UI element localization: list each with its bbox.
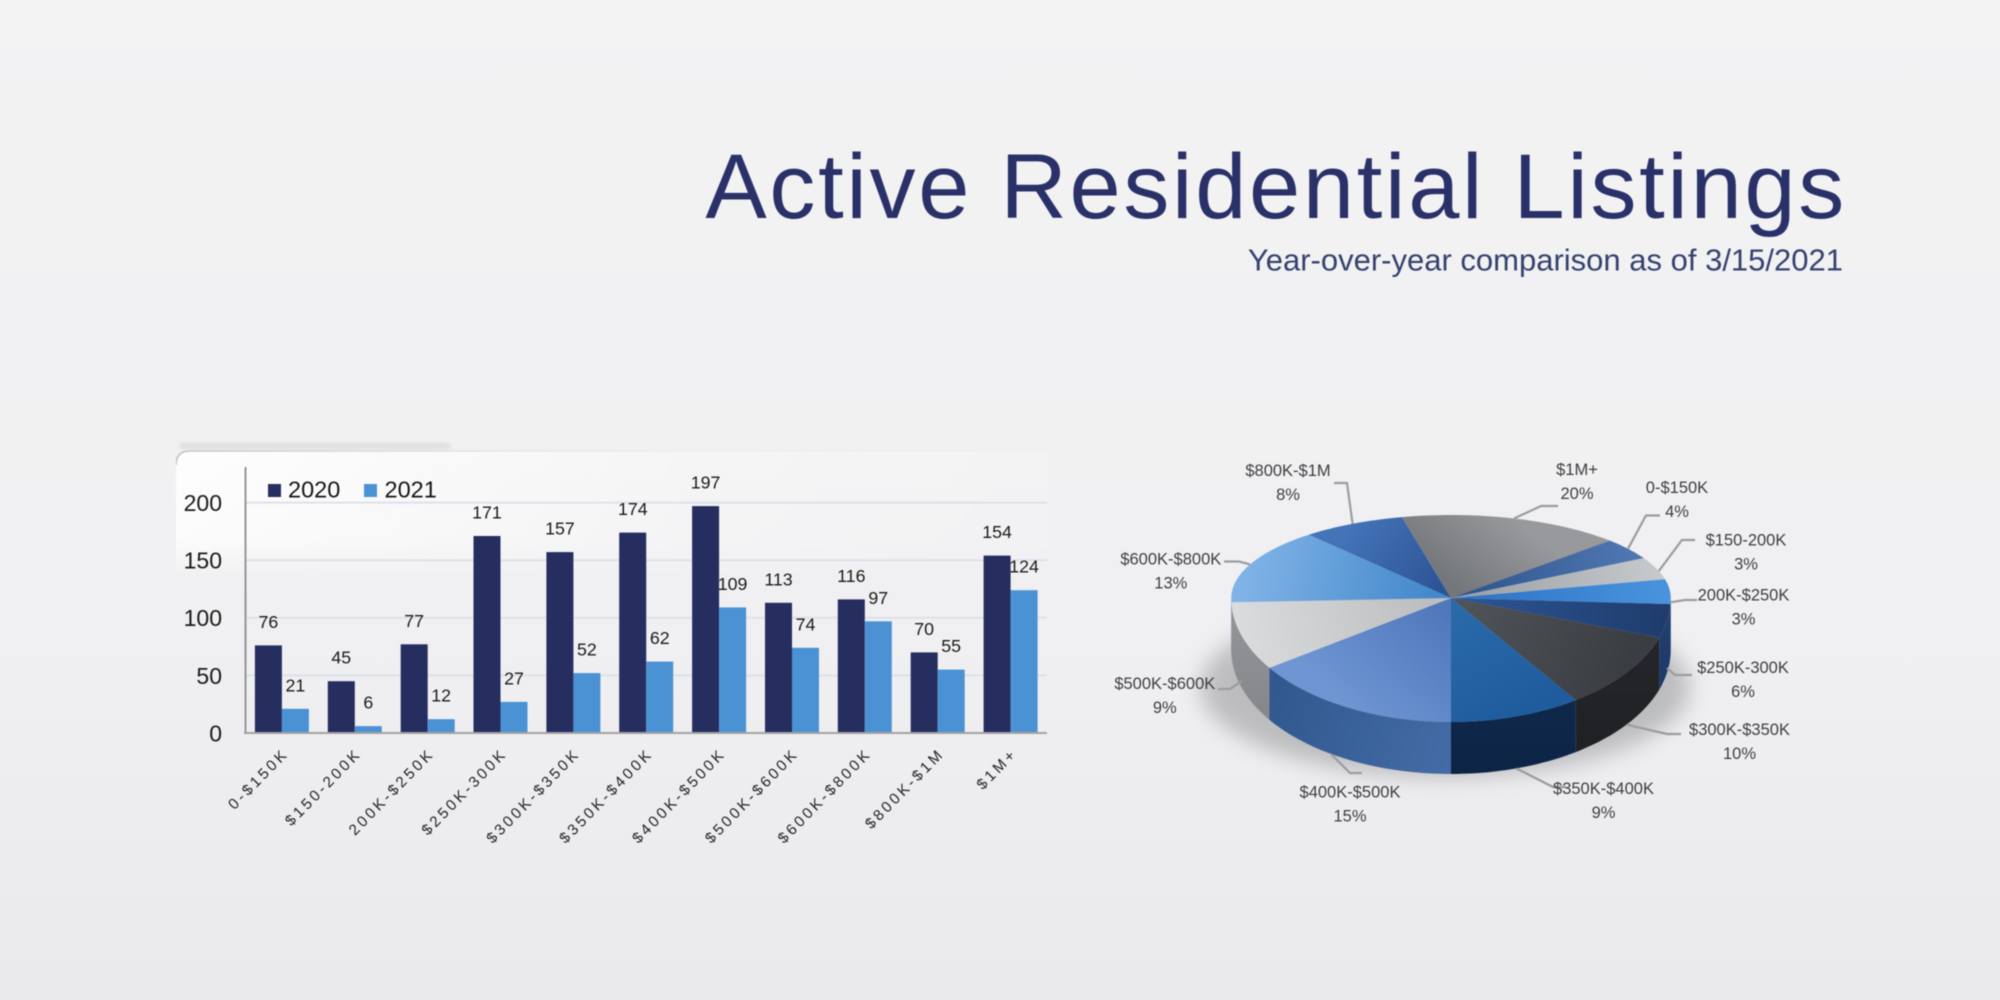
svg-text:$350K-$400K: $350K-$400K [1553, 780, 1654, 798]
svg-text:27: 27 [504, 668, 524, 688]
svg-text:$250K-300K: $250K-300K [1697, 659, 1789, 677]
svg-text:$1M+: $1M+ [1556, 461, 1598, 479]
svg-text:116: 116 [837, 566, 865, 586]
svg-text:$150-200K: $150-200K [1706, 532, 1787, 550]
svg-text:197: 197 [691, 473, 721, 493]
svg-text:154: 154 [982, 522, 1012, 542]
svg-text:12: 12 [431, 686, 451, 706]
svg-text:52: 52 [577, 640, 597, 660]
svg-text:74: 74 [796, 614, 816, 634]
svg-text:9%: 9% [1153, 699, 1177, 717]
svg-text:200K-$250K: 200K-$250K [1698, 587, 1790, 605]
svg-text:50: 50 [196, 663, 222, 689]
svg-text:3%: 3% [1732, 611, 1756, 629]
svg-text:9%: 9% [1592, 804, 1616, 822]
svg-text:55: 55 [941, 636, 961, 656]
svg-text:76: 76 [259, 612, 279, 632]
svg-text:174: 174 [618, 499, 648, 519]
svg-text:150: 150 [184, 548, 222, 574]
svg-text:45: 45 [331, 648, 351, 668]
svg-text:3%: 3% [1734, 556, 1758, 574]
svg-text:2021: 2021 [385, 477, 437, 503]
svg-text:13%: 13% [1154, 575, 1187, 593]
svg-text:124: 124 [1009, 557, 1039, 577]
svg-text:97: 97 [868, 588, 888, 608]
svg-text:0-$150K: 0-$150K [1646, 479, 1708, 497]
svg-text:157: 157 [545, 519, 575, 539]
svg-text:Year-over-year comparison as o: Year-over-year comparison as of 3/15/202… [1248, 243, 1843, 278]
svg-text:$400K-$500K: $400K-$500K [1300, 784, 1401, 802]
svg-text:8%: 8% [1276, 486, 1300, 504]
svg-text:200: 200 [184, 490, 222, 516]
svg-text:20%: 20% [1560, 485, 1593, 503]
svg-text:0: 0 [209, 720, 222, 746]
svg-text:70: 70 [914, 619, 934, 639]
svg-text:2020: 2020 [288, 477, 340, 503]
svg-text:15%: 15% [1333, 808, 1366, 826]
svg-text:$600K-$800K: $600K-$800K [1120, 551, 1221, 569]
svg-text:77: 77 [404, 611, 424, 631]
svg-text:62: 62 [650, 628, 670, 648]
svg-text:171: 171 [472, 503, 502, 523]
svg-text:100: 100 [184, 605, 222, 631]
svg-text:Active Residential Listings: Active Residential Listings [705, 136, 1847, 238]
svg-text:109: 109 [718, 574, 748, 594]
svg-text:$800K-$1M: $800K-$1M [1245, 462, 1330, 480]
svg-text:$500K-$600K: $500K-$600K [1114, 675, 1215, 693]
svg-text:$300K-$350K: $300K-$350K [1689, 721, 1790, 739]
svg-text:6: 6 [363, 693, 373, 713]
svg-text:21: 21 [286, 675, 306, 695]
svg-text:10%: 10% [1723, 745, 1756, 763]
svg-text:113: 113 [764, 569, 792, 589]
svg-text:6%: 6% [1731, 683, 1755, 701]
svg-text:4%: 4% [1665, 503, 1689, 521]
